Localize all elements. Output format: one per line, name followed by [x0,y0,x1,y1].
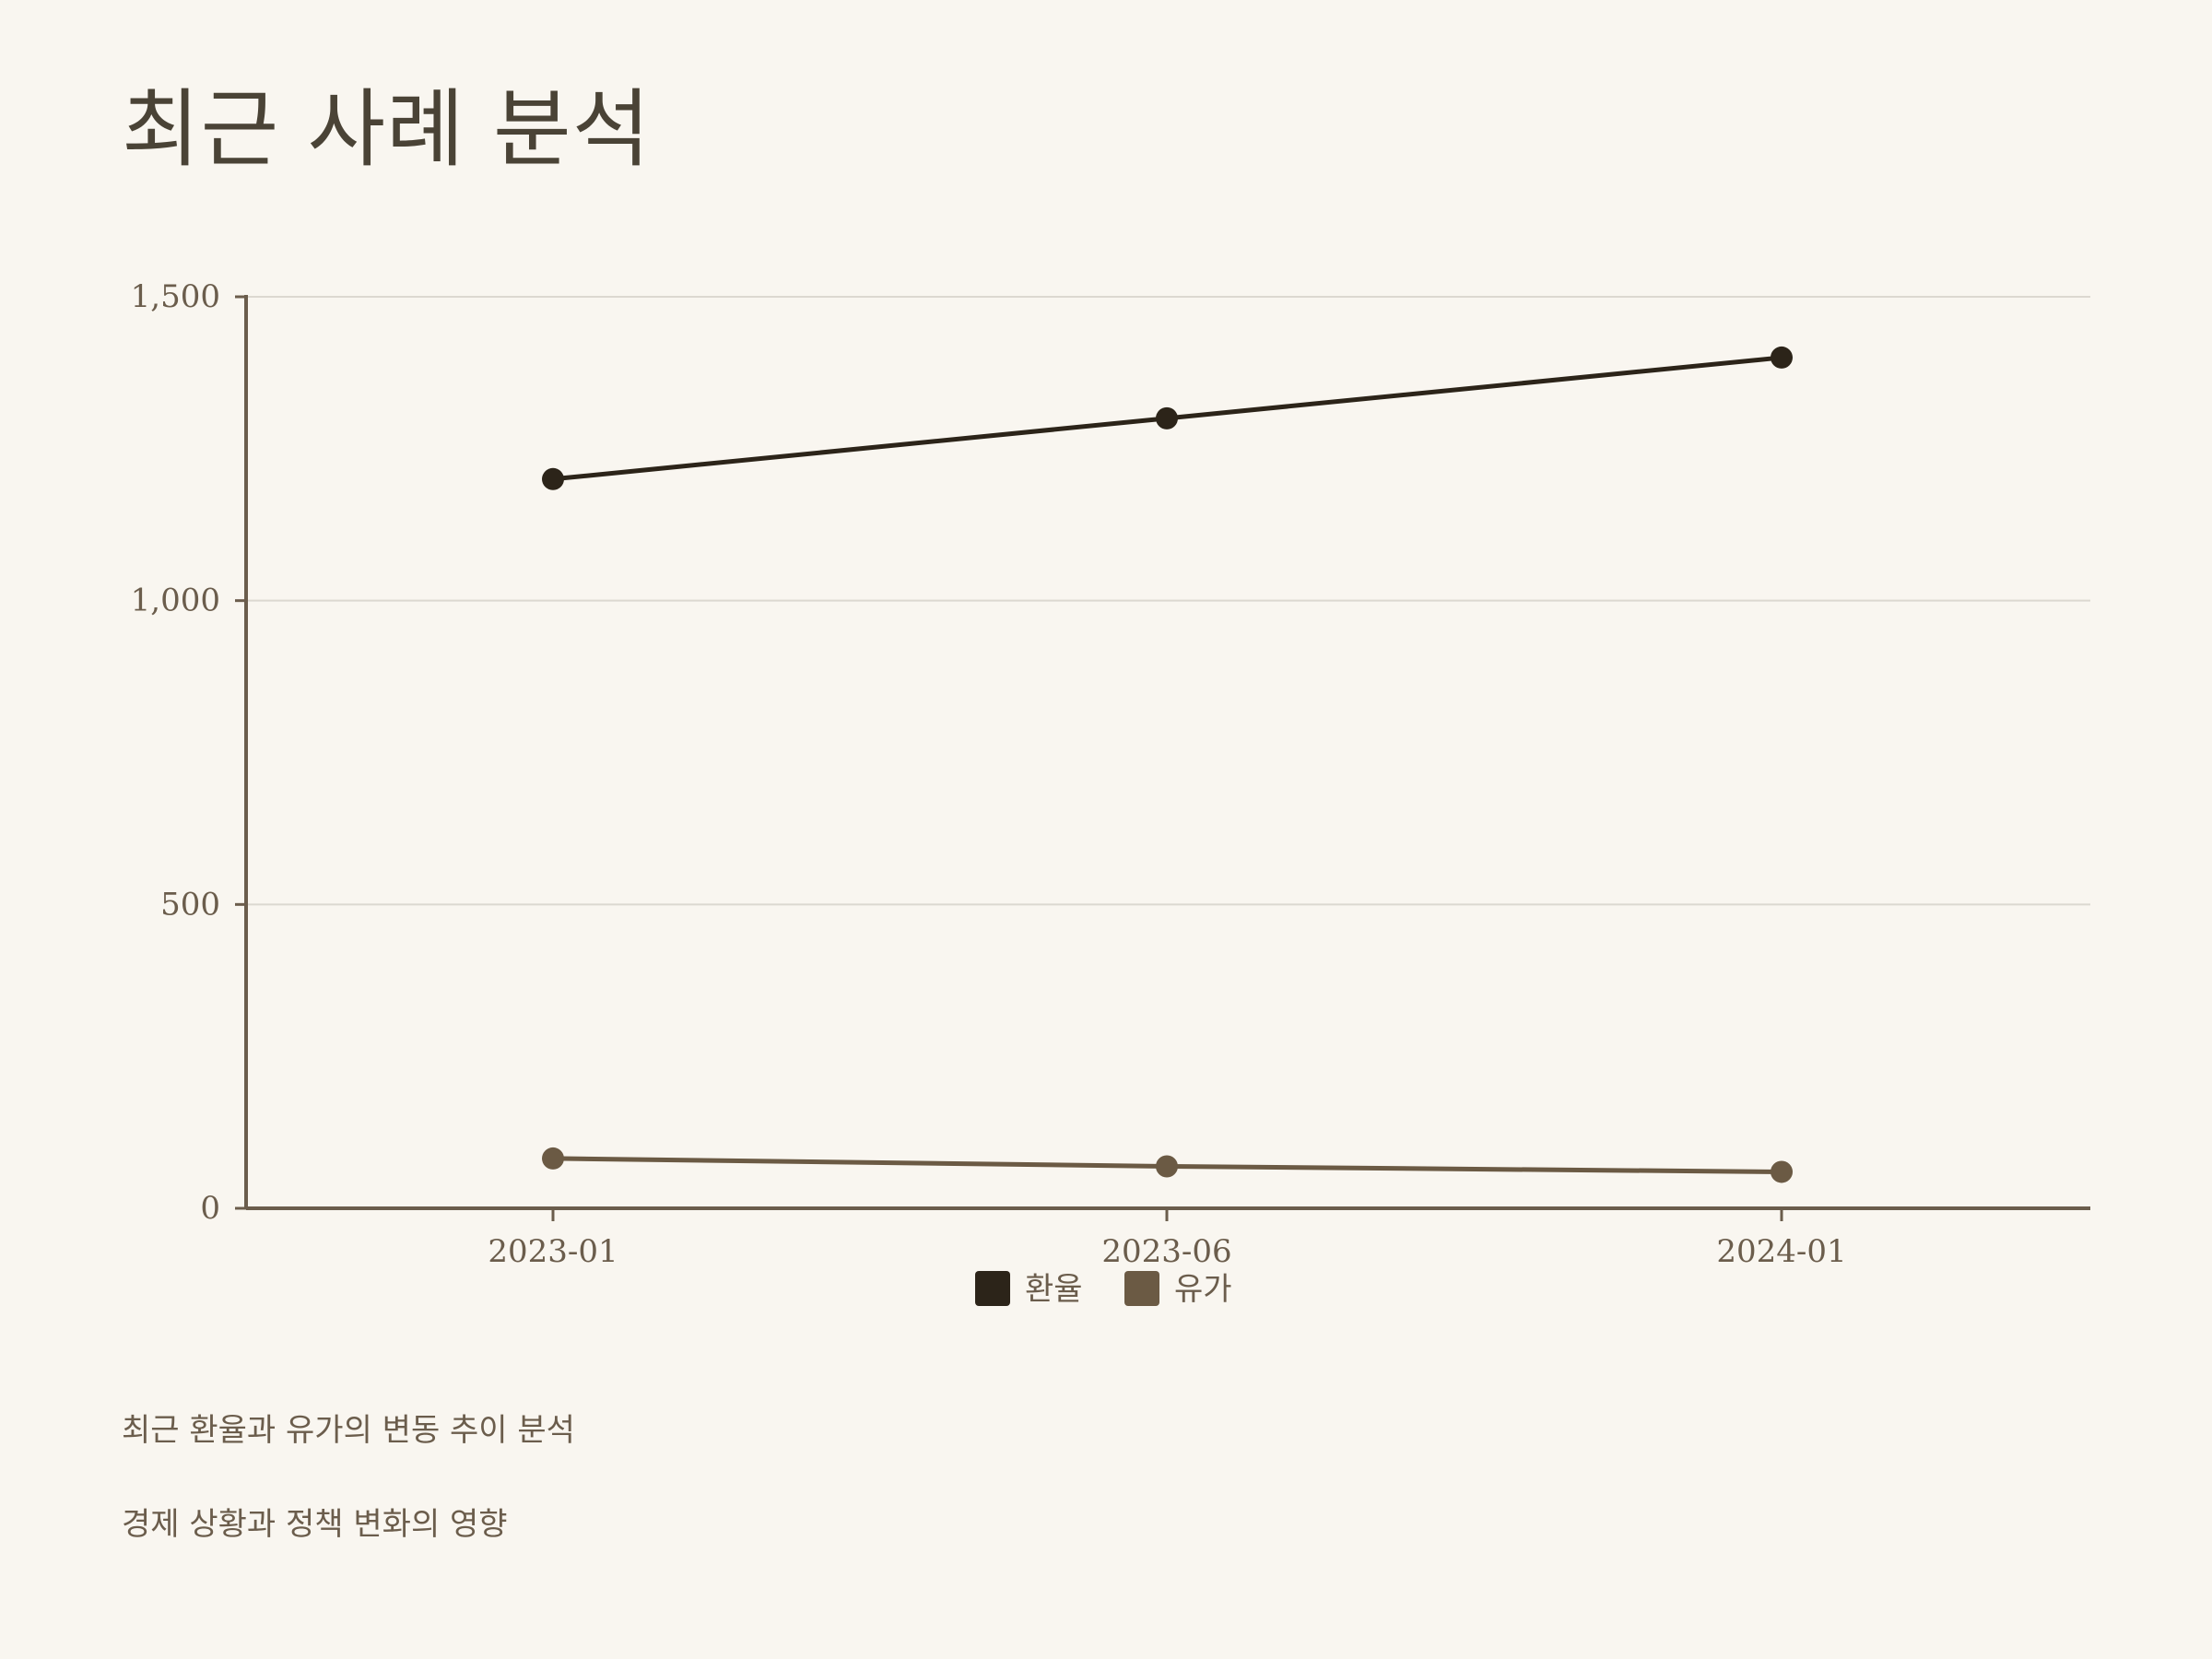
data-point [542,467,564,490]
chart-legend: 환율 유가 [975,1271,1232,1308]
legend-swatch [1124,1271,1159,1306]
grid-lines [246,296,2090,906]
y-axis-ticks: 0 500 1,000 1,500 [131,278,246,1227]
note-line-1: 최근 환율과 유가의 변동 추이 분석 [122,1412,575,1449]
chart-axes [244,295,2090,1210]
data-point [1771,346,1793,369]
notes: 최근 환율과 유가의 변동 추이 분석 경제 상황과 정책 변화의 영향 [122,1412,575,1600]
y-tick-label: 1,500 [131,278,220,315]
y-tick-label: 0 [200,1190,220,1227]
series-1 [542,346,1793,490]
series-2 [542,1147,1793,1183]
legend-label: 환율 [1025,1271,1083,1308]
legend-swatch [975,1271,1010,1306]
x-tick-label: 2023-06 [1101,1233,1231,1270]
note-line-2: 경제 상황과 정책 변화의 영향 [122,1506,508,1543]
data-point [1771,1160,1793,1183]
data-point [1156,406,1178,429]
x-tick-label: 2024-01 [1716,1233,1846,1270]
legend-label: 유가 [1174,1271,1232,1308]
y-tick-label: 1,000 [131,582,220,619]
y-tick-label: 500 [160,886,220,923]
data-point [542,1147,564,1170]
chart-series [542,346,1793,1183]
x-tick-label: 2023-01 [488,1233,618,1270]
x-axis-ticks: 2023-01 2023-06 2024-01 [488,1208,1847,1270]
data-point [1156,1155,1178,1178]
page-title: 최근 사례 분석 [122,80,652,179]
